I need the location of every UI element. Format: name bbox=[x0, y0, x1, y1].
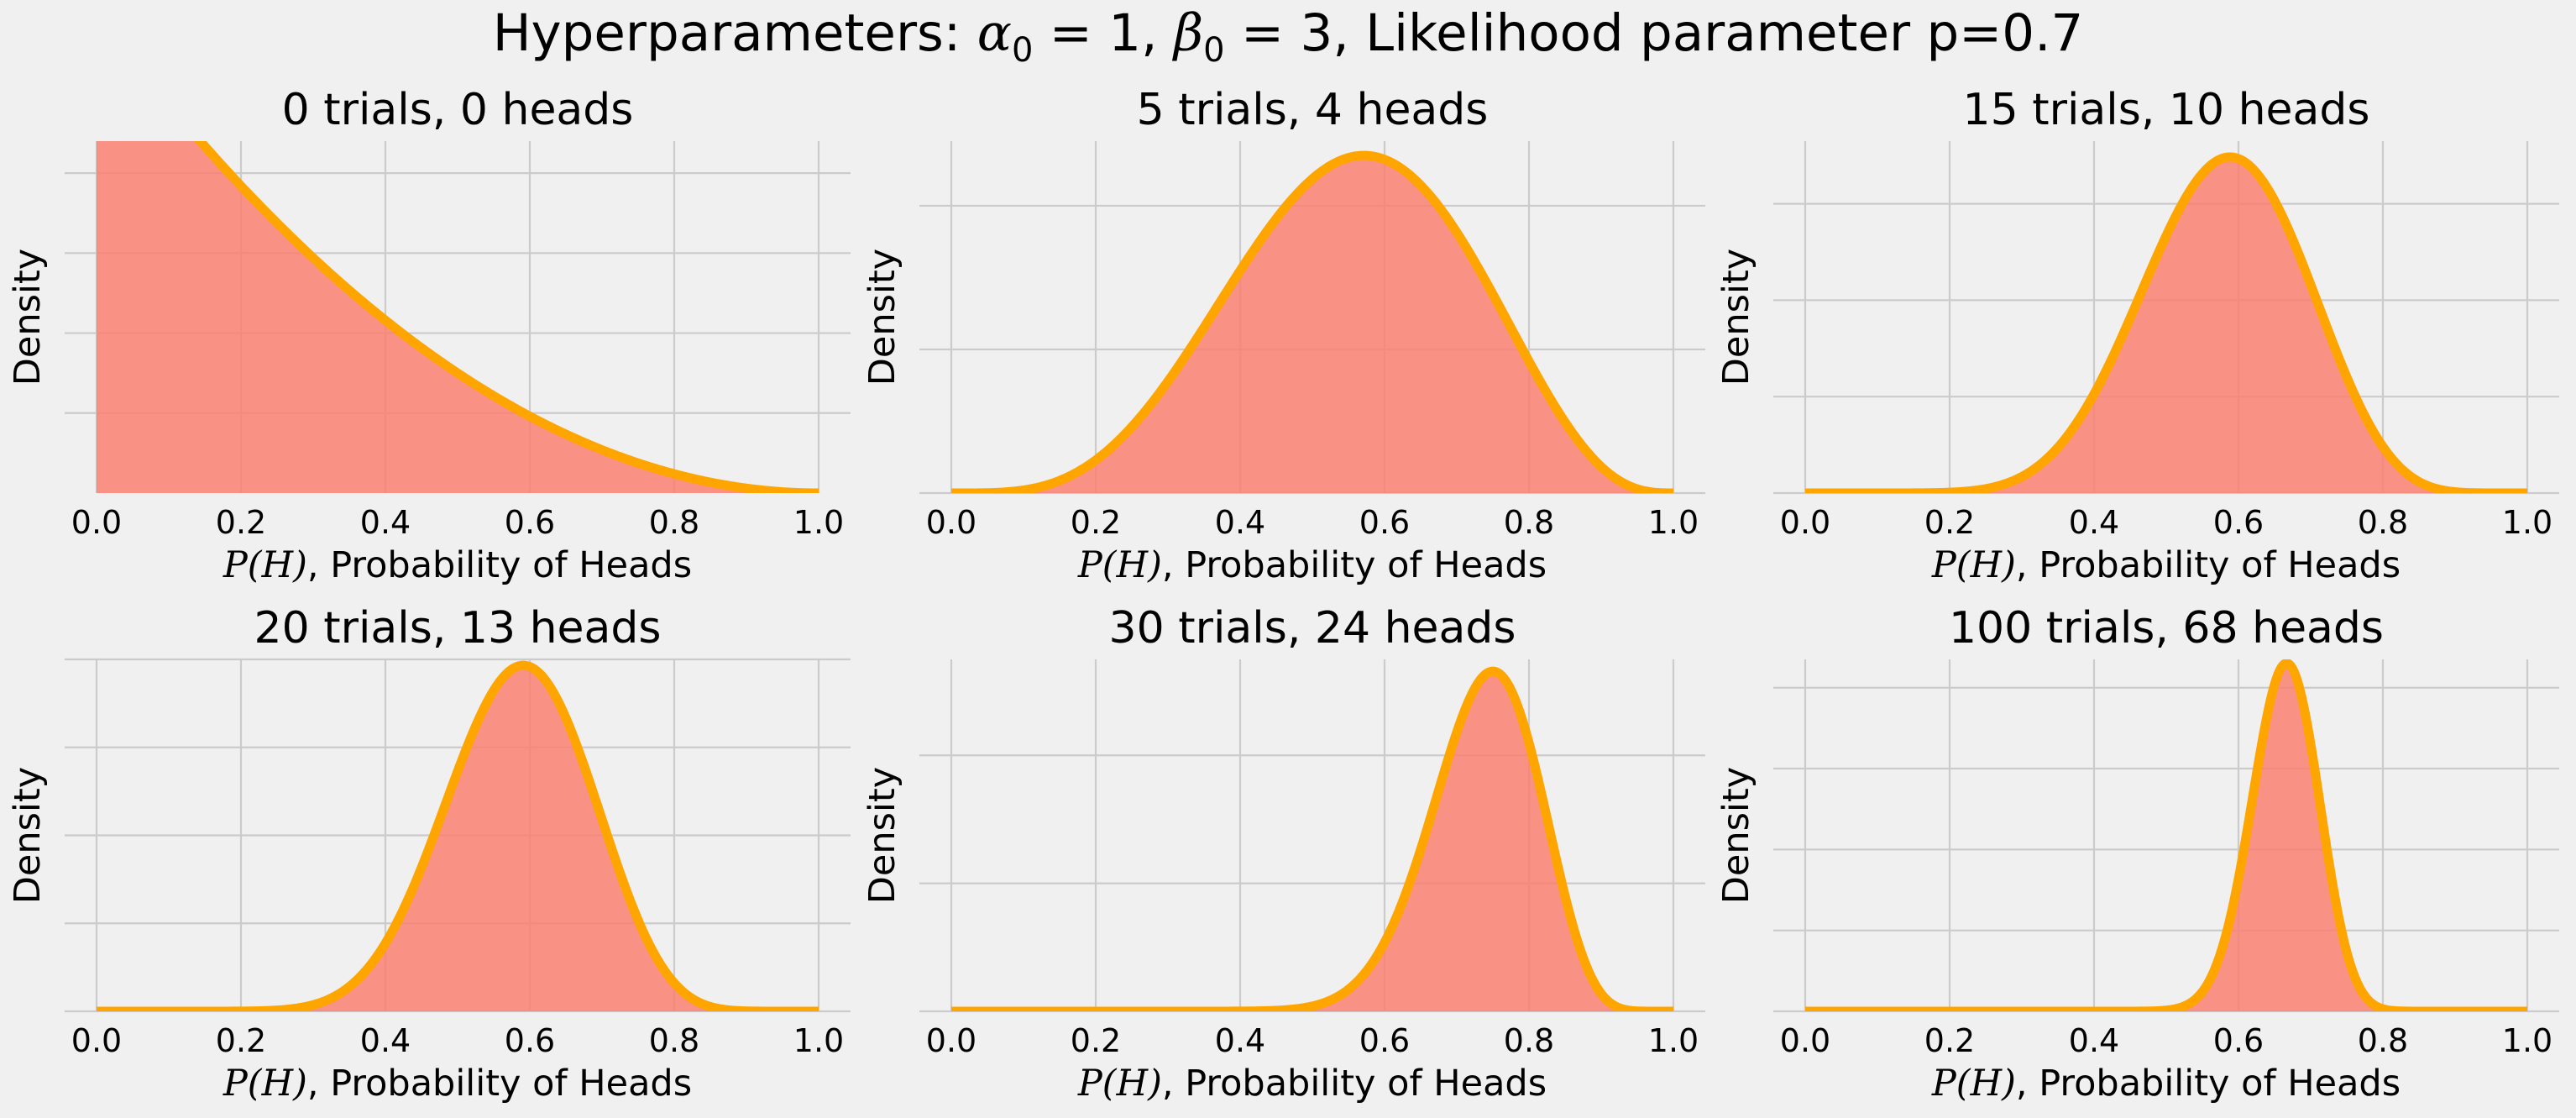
x-tick-label: 0.0 bbox=[926, 1022, 976, 1059]
x-tick-label: 0.4 bbox=[1215, 504, 1265, 541]
beta-value: = 3 bbox=[1224, 3, 1333, 63]
x-axis-label: P(H), Probability of Heads bbox=[1077, 1063, 1547, 1105]
x-axis-label-text: , Probability of Heads bbox=[1162, 544, 1547, 586]
x-tick-label: 0.4 bbox=[360, 504, 411, 541]
x-tick-label: 0.0 bbox=[1780, 504, 1830, 541]
x-tick-label: 1.0 bbox=[793, 1022, 844, 1059]
density-curve bbox=[948, 666, 1677, 1011]
y-axis-label: Density bbox=[861, 767, 903, 904]
grid bbox=[919, 659, 1705, 1013]
x-tick-label: 0.0 bbox=[926, 504, 976, 541]
alpha-symbol: α bbox=[976, 3, 1012, 63]
x-axis-label-text: , Probability of Heads bbox=[2016, 1063, 2401, 1105]
x-tick-label: 0.6 bbox=[1359, 504, 1410, 541]
alpha-value: = 1, bbox=[1033, 3, 1174, 63]
y-axis-label: Density bbox=[7, 249, 49, 386]
y-axis-label: Density bbox=[7, 767, 49, 904]
x-tick-label: 0.8 bbox=[1504, 1022, 1554, 1059]
density-curve bbox=[948, 150, 1677, 493]
subplot-2: 5 trials, 4 heads 0.0 0.2 0.4 0.6 0.8 1.0 P(H),… bbox=[861, 85, 1705, 586]
density-area bbox=[951, 671, 1673, 1011]
x-tick-label: 0.4 bbox=[2069, 1022, 2119, 1059]
x-tick-label: 0.2 bbox=[1071, 504, 1121, 541]
x-tick-label: 0.4 bbox=[1215, 1022, 1265, 1059]
density-curve bbox=[1802, 659, 2531, 1011]
x-tick-label: 1.0 bbox=[2502, 504, 2552, 541]
subplot-title: 30 trials, 24 heads bbox=[1109, 603, 1516, 653]
x-axis-label: P(H), Probability of Heads bbox=[1931, 544, 2401, 586]
x-tick-label: 0.8 bbox=[2358, 1022, 2408, 1059]
x-tick-label: 0.2 bbox=[1924, 1022, 1975, 1059]
beta-symbol: β bbox=[1173, 3, 1204, 63]
x-tick-label: 0.6 bbox=[2213, 504, 2264, 541]
x-tick-label: 0.6 bbox=[2213, 1022, 2264, 1059]
subplot-3: 15 trials, 10 heads 0.0 0.2 0.4 0.6 0.8 1.0 P(H… bbox=[1715, 85, 2559, 586]
subplot-title: 0 trials, 0 heads bbox=[282, 85, 634, 135]
figure-title: Hyperparameters: α0 = 1, β0 = 3, Likelih… bbox=[0, 3, 2576, 70]
subplot-title: 100 trials, 68 heads bbox=[1949, 603, 2384, 653]
subplot-4: 20 trials, 13 heads 0.0 0.2 0.4 0.6 0.8 1.0 P(H… bbox=[7, 603, 851, 1105]
x-tick-label: 0.8 bbox=[649, 504, 699, 541]
x-tick-label: 1.0 bbox=[1648, 1022, 1699, 1059]
x-axis-label-text: , Probability of Heads bbox=[1162, 1063, 1547, 1105]
x-axis-label: P(H), Probability of Heads bbox=[1077, 544, 1547, 586]
x-tick-label: 0.2 bbox=[216, 504, 266, 541]
density-area bbox=[97, 665, 819, 1011]
y-axis-label: Density bbox=[861, 249, 903, 386]
density-area bbox=[1805, 663, 2527, 1011]
x-tick-label: 0.6 bbox=[1359, 1022, 1410, 1059]
subplot-1: 0 trials, 0 heads 0.0 0.2 0.4 0.6 0.8 1.0 P(H),… bbox=[7, 85, 851, 586]
density-curve bbox=[93, 660, 822, 1011]
x-tick-label: 0.4 bbox=[2069, 504, 2119, 541]
subplot-title: 20 trials, 13 heads bbox=[254, 603, 662, 653]
x-axis-label: P(H), Probability of Heads bbox=[223, 544, 692, 586]
grid bbox=[1773, 659, 2559, 1013]
x-tick-label: 0.6 bbox=[505, 1022, 555, 1059]
x-tick-label: 0.6 bbox=[505, 504, 555, 541]
y-axis-label: Density bbox=[1715, 767, 1757, 904]
y-axis-label: Density bbox=[1715, 249, 1757, 386]
x-tick-label: 1.0 bbox=[793, 504, 844, 541]
x-axis-label-math: P(H) bbox=[1077, 1063, 1162, 1105]
beta-subscript: 0 bbox=[1203, 31, 1225, 71]
density-curve bbox=[194, 141, 822, 493]
x-axis-label-math: P(H) bbox=[1931, 544, 2016, 586]
subplot-title: 15 trials, 10 heads bbox=[1963, 85, 2370, 135]
x-tick-label: 0.0 bbox=[71, 504, 122, 541]
suptitle-suffix: , Likelihood parameter p=0.7 bbox=[1333, 3, 2084, 63]
x-tick-label: 1.0 bbox=[2502, 1022, 2552, 1059]
x-tick-label: 0.4 bbox=[360, 1022, 411, 1059]
x-tick-label: 0.8 bbox=[1504, 504, 1554, 541]
x-tick-label: 0.8 bbox=[649, 1022, 699, 1059]
alpha-subscript: 0 bbox=[1011, 31, 1034, 71]
x-axis-label-math: P(H) bbox=[223, 544, 307, 586]
x-axis-label-text: , Probability of Heads bbox=[307, 544, 692, 586]
x-axis-label-math: P(H) bbox=[223, 1063, 307, 1105]
subplot-title: 5 trials, 4 heads bbox=[1137, 85, 1489, 135]
density-curve bbox=[1802, 152, 2531, 493]
x-axis-label: P(H), Probability of Heads bbox=[223, 1063, 692, 1105]
subplot-6: 100 trials, 68 heads 0.0 0.2 0.4 0.6 0.8 1.0 P(… bbox=[1715, 603, 2559, 1105]
x-tick-label: 0.2 bbox=[1924, 504, 1975, 541]
x-axis-label-math: P(H) bbox=[1931, 1063, 2016, 1105]
x-tick-label: 0.8 bbox=[2358, 504, 2408, 541]
suptitle-prefix: Hyperparameters: bbox=[492, 3, 977, 63]
x-tick-label: 1.0 bbox=[1648, 504, 1699, 541]
x-tick-label: 0.0 bbox=[1780, 1022, 1830, 1059]
density-area bbox=[951, 155, 1673, 493]
x-axis-label: P(H), Probability of Heads bbox=[1931, 1063, 2401, 1105]
x-axis-label-text: , Probability of Heads bbox=[2016, 544, 2401, 586]
x-axis-label-math: P(H) bbox=[1077, 544, 1162, 586]
x-axis-label-text: , Probability of Heads bbox=[307, 1063, 692, 1105]
density-area bbox=[1805, 156, 2527, 493]
subplot-5: 30 trials, 24 heads 0.0 0.2 0.4 0.6 0.8 1.0 P(H… bbox=[861, 603, 1705, 1105]
x-tick-label: 0.0 bbox=[71, 1022, 122, 1059]
x-tick-label: 0.2 bbox=[216, 1022, 266, 1059]
x-tick-label: 0.2 bbox=[1071, 1022, 1121, 1059]
